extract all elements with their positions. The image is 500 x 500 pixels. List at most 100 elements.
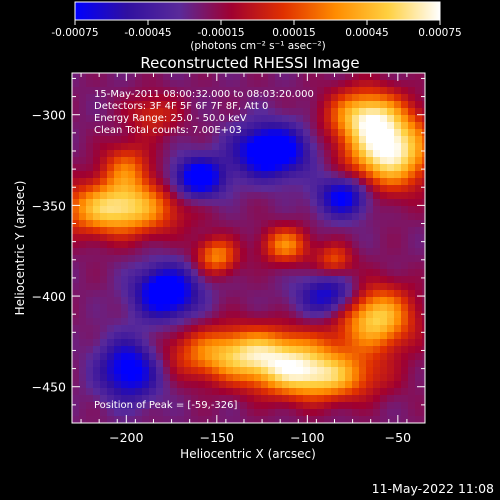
heatmap-cell [247, 262, 255, 270]
heatmap-cell [366, 171, 374, 179]
heatmap-cell [121, 416, 129, 423]
heatmap-cell [135, 360, 143, 368]
heatmap-cell [149, 290, 157, 298]
heatmap-cell [268, 164, 276, 172]
heatmap-cell [275, 416, 283, 423]
heatmap-cell [177, 360, 185, 368]
heatmap-cell [261, 101, 269, 109]
heatmap-cell [380, 80, 388, 88]
heatmap-cell [156, 234, 164, 242]
heatmap-cell [247, 276, 255, 284]
heatmap-cell [275, 304, 283, 312]
colorbar-tick-label: 0.00075 [418, 27, 461, 39]
heatmap-cell [387, 290, 395, 298]
heatmap-cell [247, 353, 255, 361]
heatmap-cell [366, 269, 374, 277]
heatmap-cell [324, 318, 332, 326]
heatmap-cell [107, 381, 115, 389]
heatmap-cell [331, 192, 339, 200]
heatmap-cell [352, 234, 360, 242]
heatmap-cell [163, 248, 171, 256]
heatmap-cell [387, 255, 395, 263]
heatmap-cell [93, 101, 101, 109]
heatmap-cell [205, 94, 213, 102]
heatmap-cell [135, 192, 143, 200]
heatmap-cell [100, 143, 108, 151]
heatmap-cell [121, 80, 129, 88]
heatmap-cell [275, 346, 283, 354]
heatmap-cell [142, 206, 150, 214]
heatmap-cell [170, 290, 178, 298]
heatmap-cell [261, 150, 269, 158]
heatmap-cell [317, 367, 325, 375]
heatmap-cell [247, 143, 255, 151]
heatmap-cell [86, 304, 94, 312]
heatmap-cell [212, 402, 220, 410]
heatmap-cell [422, 290, 425, 298]
heatmap-cell [93, 290, 101, 298]
heatmap-cell [401, 297, 409, 305]
heatmap-cell [282, 388, 290, 396]
heatmap-cell [338, 164, 346, 172]
heatmap-cell [72, 381, 80, 389]
heatmap-cell [303, 248, 311, 256]
heatmap-cell [254, 136, 262, 144]
heatmap-cell [107, 409, 115, 417]
heatmap-cell [282, 94, 290, 102]
heatmap-cell [261, 157, 269, 165]
heatmap-cell [408, 248, 416, 256]
heatmap-cell [177, 234, 185, 242]
heatmap-cell [121, 206, 129, 214]
heatmap-cell [100, 129, 108, 137]
heatmap-cell [359, 283, 367, 291]
heatmap-cell [198, 353, 206, 361]
heatmap-cell [324, 416, 332, 423]
heatmap-cell [86, 290, 94, 298]
heatmap-cell [415, 318, 423, 326]
heatmap-cell [163, 255, 171, 263]
heatmap-cell [226, 171, 234, 179]
heatmap-cell [366, 311, 374, 319]
colorbar-tick-label: -0.00045 [124, 27, 171, 39]
heatmap-cell [317, 304, 325, 312]
heatmap-cell [184, 367, 192, 375]
heatmap-cell [100, 269, 108, 277]
heatmap-cell [114, 318, 122, 326]
heatmap-cell [191, 374, 199, 382]
heatmap-cell [408, 101, 416, 109]
heatmap-cell [100, 311, 108, 319]
heatmap-cell [296, 220, 304, 228]
heatmap-cell [331, 241, 339, 249]
heatmap-cell [79, 143, 87, 151]
heatmap-cell [415, 381, 423, 389]
heatmap-cell [156, 178, 164, 186]
heatmap-cell [268, 339, 276, 347]
heatmap-cell [247, 269, 255, 277]
heatmap-cell [317, 80, 325, 88]
heatmap-cell [233, 402, 241, 410]
heatmap-cell [352, 304, 360, 312]
heatmap-cell [156, 136, 164, 144]
heatmap-cell [170, 234, 178, 242]
heatmap-cell [331, 374, 339, 382]
heatmap-cell [163, 234, 171, 242]
heatmap-cell [163, 332, 171, 340]
heatmap-cell [408, 304, 416, 312]
heatmap-cell [170, 248, 178, 256]
heatmap-cell [135, 416, 143, 423]
heatmap-cell [212, 409, 220, 417]
heatmap-cell [352, 157, 360, 165]
heatmap-cell [268, 199, 276, 207]
heatmap-cell [296, 227, 304, 235]
heatmap-cell [86, 339, 94, 347]
heatmap-cell [156, 269, 164, 277]
heatmap-cell [156, 304, 164, 312]
heatmap-cell [177, 80, 185, 88]
heatmap-cell [107, 178, 115, 186]
heatmap-cell [212, 94, 220, 102]
heatmap-cell [387, 101, 395, 109]
heatmap-cell [359, 241, 367, 249]
heatmap-cell [261, 395, 269, 403]
heatmap-cell [268, 108, 276, 116]
heatmap-cell [422, 192, 425, 200]
